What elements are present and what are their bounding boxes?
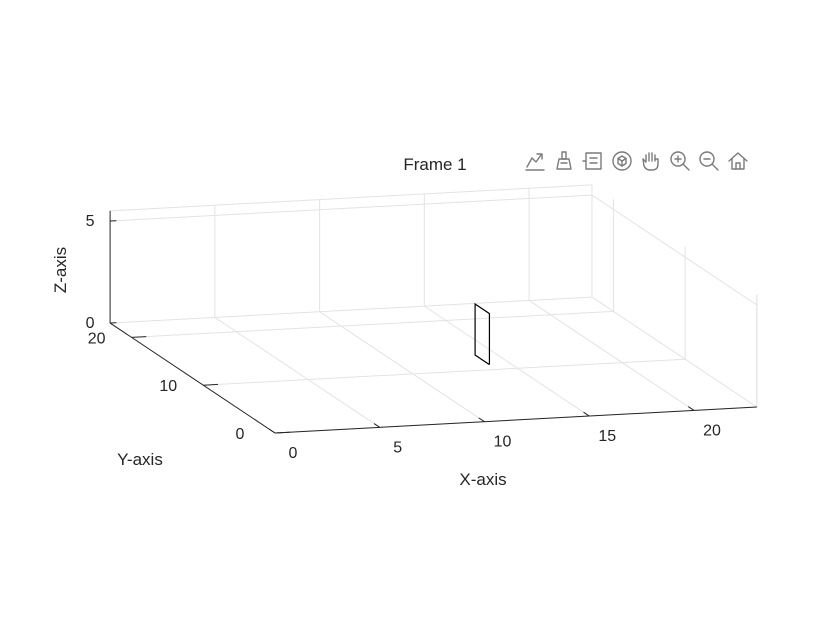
grid-line-x bbox=[424, 305, 590, 417]
plot-area[interactable] bbox=[474, 302, 491, 366]
y-axis-line bbox=[109, 322, 276, 434]
zoom-out-button[interactable] bbox=[694, 147, 723, 175]
rotate-3d-icon bbox=[611, 151, 632, 171]
axes-box bbox=[109, 210, 757, 434]
home-icon bbox=[727, 152, 748, 170]
x-tick-mark bbox=[583, 411, 590, 417]
x-tick-mark bbox=[373, 423, 381, 428]
grid-line-z bbox=[110, 296, 592, 324]
zoom-out-icon bbox=[698, 151, 719, 171]
y-tick-label: 10 bbox=[159, 378, 177, 395]
grid-line-z bbox=[591, 194, 758, 306]
rotate-3d-button[interactable] bbox=[607, 147, 636, 175]
z-tick-label: 0 bbox=[86, 315, 95, 332]
x-axis-line bbox=[274, 406, 757, 434]
grid-line-y bbox=[203, 358, 686, 386]
x-tick-label: 20 bbox=[703, 422, 721, 439]
x-tick-mark bbox=[687, 406, 695, 411]
x-tick-mark bbox=[268, 428, 276, 434]
pan-button[interactable] bbox=[636, 147, 665, 175]
home-button[interactable] bbox=[723, 147, 752, 175]
export-button[interactable] bbox=[520, 147, 549, 175]
x-tick-label: 10 bbox=[494, 434, 512, 451]
y-tick-mark bbox=[203, 383, 218, 386]
brush-icon bbox=[555, 151, 572, 170]
y-tick-mark bbox=[274, 431, 290, 434]
grid-line-x bbox=[214, 316, 381, 428]
export-icon bbox=[524, 153, 545, 171]
x-tick-label: 5 bbox=[393, 439, 402, 456]
y-axis-label: Y-axis bbox=[117, 450, 163, 469]
y-tick-mark bbox=[131, 336, 147, 338]
zoom-in-button[interactable] bbox=[665, 147, 694, 175]
grid-lines bbox=[109, 184, 758, 434]
box-edge bbox=[110, 184, 592, 212]
y-tick-label: 0 bbox=[236, 426, 245, 443]
grid-line-y bbox=[131, 310, 614, 338]
x-tick-mark bbox=[478, 417, 485, 423]
z-tick-label: 5 bbox=[86, 213, 95, 230]
y-tick-label: 20 bbox=[88, 330, 106, 347]
axes-toolbar bbox=[520, 147, 752, 175]
grid-line-z bbox=[110, 194, 592, 222]
grid-line-z bbox=[591, 296, 758, 408]
brush-button[interactable] bbox=[549, 147, 578, 175]
x-tick-label: 0 bbox=[289, 445, 298, 462]
data-tips-icon bbox=[581, 152, 602, 170]
pan-hand-icon bbox=[641, 152, 659, 171]
z-axis-label: Z-axis bbox=[51, 247, 70, 293]
x-axis-label: X-axis bbox=[459, 470, 506, 489]
grid-line-x bbox=[528, 300, 695, 411]
series-line bbox=[474, 302, 491, 366]
zoom-in-icon bbox=[669, 151, 690, 171]
x-tick-label: 15 bbox=[598, 428, 616, 445]
grid-line-x bbox=[319, 311, 485, 423]
chart-title: Frame 1 bbox=[403, 155, 466, 174]
data-tips-button[interactable] bbox=[578, 147, 607, 175]
